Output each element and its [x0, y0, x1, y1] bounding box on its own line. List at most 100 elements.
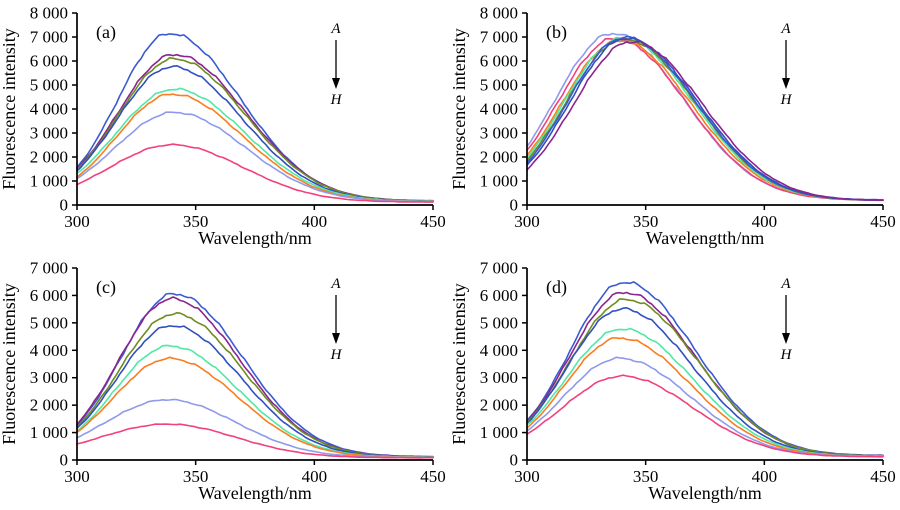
y-tick-label: 6 000	[480, 52, 518, 71]
series-C-curve	[526, 298, 884, 457]
y-tick-label: 2 000	[30, 148, 68, 167]
panel-a: 0 1 000 2 000 3 000 4 000 5 000 6 000 7 000 8 00…	[0, 0, 450, 255]
series-G-curve	[76, 111, 434, 203]
axes	[76, 13, 433, 206]
y-tick-label: 3 000	[30, 368, 68, 387]
series-F-curve	[526, 337, 884, 458]
down-arrow-head-icon	[782, 333, 790, 344]
annotation-bottom-label: H	[780, 92, 793, 108]
y-tick-label: 8 000	[30, 4, 68, 23]
x-axis-title: Wavelength/nm	[198, 228, 312, 248]
y-axis-title: Fluorescence intensity	[450, 28, 469, 189]
y-tick-label: 1 000	[480, 172, 518, 191]
series-H-curve	[526, 40, 884, 201]
series-B-curve	[76, 296, 434, 458]
down-arrow-head-icon	[782, 78, 790, 89]
x-tick-label: 450	[870, 467, 896, 486]
series-H-curve	[76, 423, 434, 459]
series-A-curve	[526, 32, 884, 201]
y-tick-label: 0	[510, 451, 519, 470]
y-tick-label: 7 000	[30, 259, 68, 278]
series-C-curve	[76, 311, 434, 458]
y-tick-label: 2 000	[480, 148, 518, 167]
series-B-curve	[526, 291, 884, 457]
series-B-curve	[76, 53, 434, 202]
x-tick-label: 350	[633, 212, 659, 231]
chart-panel-a: 0 1 000 2 000 3 000 4 000 5 000 6 000 7 000 8 00…	[0, 4, 446, 249]
series-E-curve	[76, 87, 434, 202]
x-tick-label: 400	[752, 212, 778, 231]
y-tick-label: 5 000	[480, 76, 518, 95]
y-tick-label: 1 000	[480, 423, 518, 442]
panel-letter: (a)	[96, 22, 116, 43]
series-H-curve	[526, 374, 884, 458]
y-tick-label: 2 000	[480, 396, 518, 415]
x-tick-label: 350	[183, 212, 209, 231]
annotation-top-label: A	[330, 21, 341, 37]
axes	[526, 13, 883, 206]
panel-b: 0 1 000 2 000 3 000 4 000 5 000 6 000 7 000 8 00…	[450, 0, 900, 255]
y-tick-label: 6 000	[30, 52, 68, 71]
x-tick-label: 400	[752, 467, 778, 486]
series-G-curve	[526, 356, 884, 458]
y-axis-title: Fluorescence intensity	[450, 283, 469, 444]
y-tick-label: 3 000	[30, 124, 68, 143]
x-tick-label: 400	[302, 212, 328, 231]
x-axis-title: Wavelengtth/nm	[646, 228, 765, 248]
annotation-bottom-label: H	[330, 92, 343, 108]
x-tick-label: 450	[870, 212, 896, 231]
series-A-curve	[76, 33, 434, 202]
y-tick-label: 3 000	[480, 368, 518, 387]
down-arrow-head-icon	[332, 333, 340, 344]
chart-panel-c: 0 1 000 2 000 3 000 4 000 5 000 6 000 7 000 300 3…	[0, 259, 446, 504]
y-tick-label: 4 000	[30, 341, 68, 360]
x-tick-label: 350	[183, 467, 209, 486]
x-tick-label: 450	[420, 467, 446, 486]
panel-letter: (b)	[546, 22, 567, 43]
y-tick-label: 2 000	[30, 396, 68, 415]
x-tick-label: 300	[64, 467, 90, 486]
y-tick-label: 4 000	[480, 341, 518, 360]
panel-letter: (c)	[96, 277, 116, 298]
annotation-top-label: A	[780, 276, 791, 292]
x-tick-label: 350	[633, 467, 659, 486]
y-tick-label: 7 000	[30, 28, 68, 47]
annotation-bottom-label: H	[330, 347, 343, 363]
x-axis-title: Wavelength/nm	[648, 483, 762, 503]
y-tick-label: 7 000	[480, 28, 518, 47]
series-H-curve	[76, 143, 434, 203]
y-tick-label: 5 000	[30, 313, 68, 332]
y-tick-label: 0	[510, 196, 519, 215]
chart-panel-b: 0 1 000 2 000 3 000 4 000 5 000 6 000 7 000 8 00…	[450, 4, 896, 249]
y-tick-label: 1 000	[30, 423, 68, 442]
y-tick-label: 6 000	[30, 286, 68, 305]
y-tick-label: 0	[60, 451, 69, 470]
x-tick-label: 300	[64, 212, 90, 231]
y-tick-label: 6 000	[480, 286, 518, 305]
x-tick-label: 300	[514, 467, 540, 486]
panel-letter: (d)	[546, 277, 567, 298]
y-axis-title: Fluorescence intensity	[0, 283, 19, 444]
annotation-top-label: A	[780, 21, 791, 37]
y-tick-label: 5 000	[30, 76, 68, 95]
y-tick-label: 1 000	[30, 172, 68, 191]
down-arrow-head-icon	[332, 78, 340, 89]
series-D-curve	[76, 325, 434, 458]
x-axis-title: Wavelength/nm	[198, 483, 312, 503]
x-tick-label: 450	[420, 212, 446, 231]
series-E-curve	[76, 344, 434, 458]
x-tick-label: 300	[514, 212, 540, 231]
chart-panel-d: 0 1 000 2 000 3 000 4 000 5 000 6 000 7 000 300 3…	[450, 259, 896, 504]
y-tick-label: 4 000	[30, 100, 68, 119]
y-tick-label: 7 000	[480, 259, 518, 278]
y-tick-label: 5 000	[480, 313, 518, 332]
series-D-curve	[526, 36, 884, 201]
series-E-curve	[526, 327, 884, 457]
series-F-curve	[76, 93, 434, 203]
panel-d: 0 1 000 2 000 3 000 4 000 5 000 6 000 7 000 300 3…	[450, 255, 900, 510]
y-tick-label: 8 000	[480, 4, 518, 23]
series-C-curve	[76, 56, 434, 202]
annotation-top-label: A	[330, 276, 341, 292]
y-axis-title: Fluorescence intensity	[0, 28, 19, 189]
